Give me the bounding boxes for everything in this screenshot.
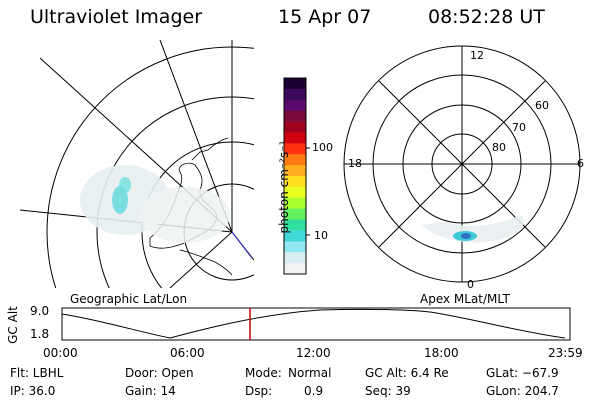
- dsp-value: 0.9: [304, 384, 324, 398]
- filter-info: Flt: LBHL: [10, 366, 64, 380]
- colorbar: [283, 77, 310, 275]
- lat-label-70: 70: [512, 121, 526, 134]
- sun-direction: [231, 231, 253, 259]
- glon-info: GLon: 204.7: [486, 384, 559, 398]
- colorbar-band: [284, 121, 306, 133]
- auroral-core: [461, 233, 471, 239]
- x-tick-0000: 00:00: [43, 346, 78, 360]
- mode-label: Mode:: [245, 366, 282, 380]
- colorbar-band: [284, 197, 306, 210]
- colorbar-band: [284, 154, 306, 166]
- colorbar-tick-100: 100: [312, 141, 333, 154]
- lat-label-60: 60: [535, 99, 549, 112]
- colorbar-band: [284, 208, 306, 221]
- seq-info: Seq: 39: [365, 384, 411, 398]
- colorbar-band: [284, 230, 306, 242]
- colorbar-band: [284, 219, 306, 231]
- colorbar-band: [284, 241, 306, 253]
- ip-info: IP: 36.0: [10, 384, 56, 398]
- colorbar-band: [284, 252, 306, 264]
- gain-info: Gain: 14: [125, 384, 176, 398]
- colorbar-band: [284, 165, 306, 177]
- colorbar-band: [284, 263, 306, 275]
- mlt-label-6: 6: [577, 157, 584, 170]
- right-panel-label: Apex MLat/MLT: [420, 292, 510, 306]
- date-label: 15 Apr 07: [278, 6, 372, 28]
- mlt-label-0: 0: [467, 278, 474, 291]
- colorbar-band: [284, 132, 306, 144]
- left-panel-label: Geographic Lat/Lon: [70, 292, 188, 306]
- dsp-label: Dsp:: [245, 384, 273, 398]
- altitude-ytick-high: 9.0: [30, 304, 50, 318]
- instrument-title: Ultraviolet Imager: [30, 6, 203, 28]
- meridian: [169, 231, 233, 288]
- colorbar-band: [284, 99, 306, 112]
- colorbar-band: [284, 78, 306, 90]
- colorbar-tick-10: 10: [314, 229, 328, 242]
- coastline: [179, 249, 233, 276]
- x-tick-0600: 06:00: [170, 346, 205, 360]
- colorbar-band: [284, 143, 306, 155]
- lat-label-80: 80: [492, 141, 506, 154]
- x-tick-1800: 18:00: [424, 346, 459, 360]
- mlt-label-18: 18: [348, 157, 362, 170]
- x-tick-2359: 23:59: [548, 346, 583, 360]
- mode-value: Normal: [288, 366, 332, 380]
- colorbar-band: [284, 186, 306, 199]
- colorbar-band: [284, 176, 306, 188]
- door-info: Door: Open: [125, 366, 194, 380]
- glat-info: GLat: −67.9: [486, 366, 559, 380]
- mlt-label-12: 12: [470, 49, 484, 62]
- auroral-oval: [420, 215, 525, 243]
- colorbar-band: [284, 110, 306, 123]
- time-label: 08:52:28 UT: [428, 6, 545, 28]
- altitude-ytick-low: 1.8: [30, 327, 50, 341]
- gc-alt-info: GC Alt: 6.4 Re: [365, 366, 449, 380]
- aurora-cyan: [119, 177, 131, 193]
- colorbar-band: [284, 88, 306, 101]
- aurora-cyan: [112, 186, 128, 214]
- x-tick-1200: 12:00: [296, 346, 331, 360]
- aurora-haze: [140, 187, 230, 243]
- altitude-curve: [61, 308, 566, 339]
- coastline: [191, 137, 229, 161]
